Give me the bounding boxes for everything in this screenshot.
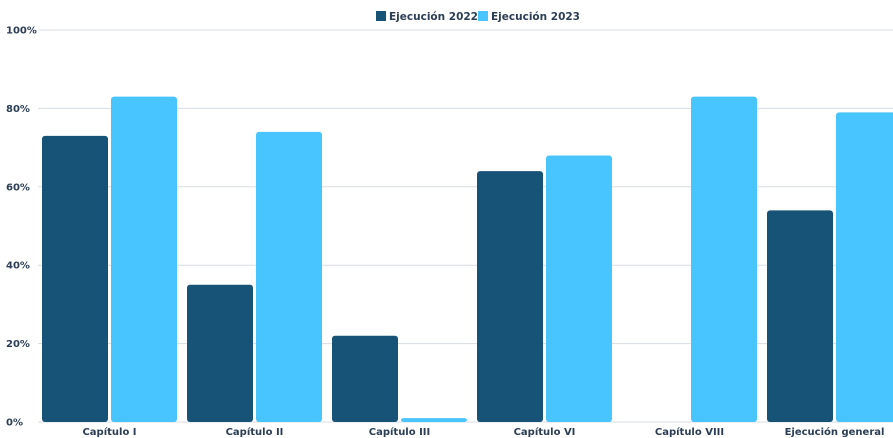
x-tick-label-4: Capítulo VIII — [655, 426, 724, 438]
x-tick-label-5: Ejecución general — [785, 426, 885, 438]
legend: Ejecución 2022 Ejecución 2023 — [376, 11, 580, 23]
bar-2023-5 — [836, 112, 893, 422]
x-tick-label-1: Capítulo II — [226, 426, 284, 438]
y-axis: 0% 20% 40% 60% 80% 100% — [6, 26, 37, 429]
x-axis: Capítulo I Capítulo II Capítulo III Capítul… — [82, 426, 884, 438]
y-tick-label-60: 60% — [6, 182, 30, 193]
bar-2023-3 — [546, 155, 612, 422]
bar-2023-2 — [401, 418, 467, 422]
y-tick-label-20: 20% — [6, 339, 30, 350]
legend-swatch-0 — [376, 11, 386, 21]
bar-2022-0 — [42, 135, 108, 422]
x-tick-label-0: Capítulo I — [82, 426, 136, 438]
y-tick-label-0: 0% — [6, 418, 23, 429]
y-tick-label-40: 40% — [6, 261, 30, 272]
legend-label-0: Ejecución 2022 — [389, 11, 478, 23]
bars — [42, 96, 893, 423]
legend-label-1: Ejecución 2023 — [491, 11, 580, 23]
y-tick-label-100: 100% — [6, 26, 37, 37]
x-tick-label-3: Capítulo VI — [514, 426, 576, 438]
legend-swatch-1 — [478, 11, 488, 21]
bar-2022-3 — [477, 171, 543, 422]
x-tick-label-2: Capítulo III — [369, 426, 431, 438]
bar-2022-2 — [332, 335, 398, 422]
y-tick-label-80: 80% — [6, 104, 30, 115]
bar-2022-5 — [767, 210, 833, 422]
bar-2023-4 — [691, 96, 757, 422]
bar-2022-1 — [187, 284, 253, 422]
bar-2023-1 — [256, 131, 322, 423]
bar-2023-0 — [111, 96, 177, 422]
